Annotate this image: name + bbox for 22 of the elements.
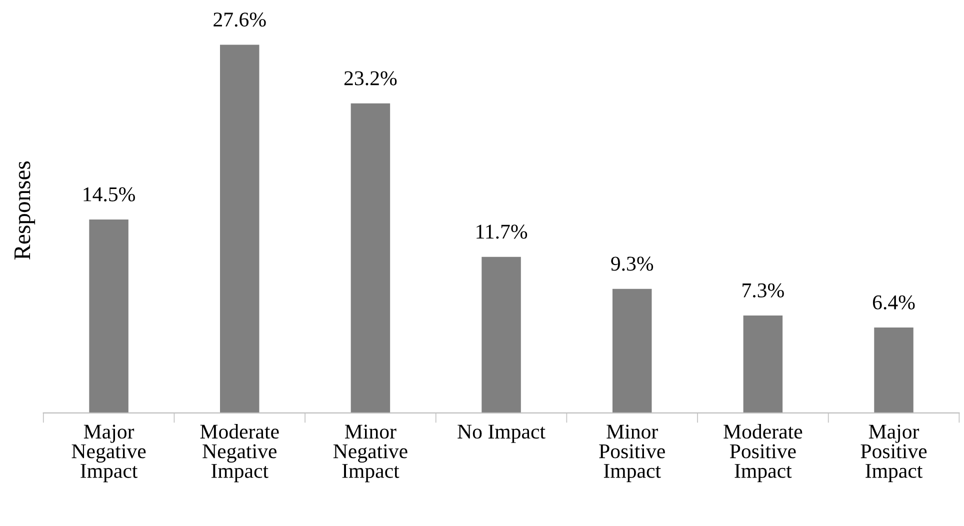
data-label: 6.4% [872, 295, 915, 310]
bar [89, 219, 128, 413]
bar [743, 316, 783, 413]
data-label: 23.2% [344, 71, 397, 86]
data-label: 7.3% [742, 283, 784, 298]
x-tick-label: Major Positive Impact [860, 424, 927, 482]
x-tick-label: No Impact [458, 424, 546, 443]
x-tick-label: Major Negative Impact [72, 424, 146, 482]
bar [874, 328, 914, 413]
x-tick-label: Moderate Positive Impact [724, 424, 802, 482]
bar [612, 288, 652, 413]
data-label: 9.3% [611, 256, 654, 271]
bar [350, 103, 390, 413]
x-tick-label: Minor Negative Impact [333, 424, 408, 482]
data-label: 27.6% [214, 12, 266, 27]
y-axis-title: Responses [14, 161, 36, 260]
data-label: 14.5% [84, 187, 135, 202]
x-tick-label: Moderate Negative Impact [200, 424, 279, 482]
data-label: 11.7% [476, 224, 528, 239]
x-tick-label: Minor Positive Impact [599, 424, 665, 482]
bar [220, 44, 260, 413]
bar [482, 256, 521, 413]
